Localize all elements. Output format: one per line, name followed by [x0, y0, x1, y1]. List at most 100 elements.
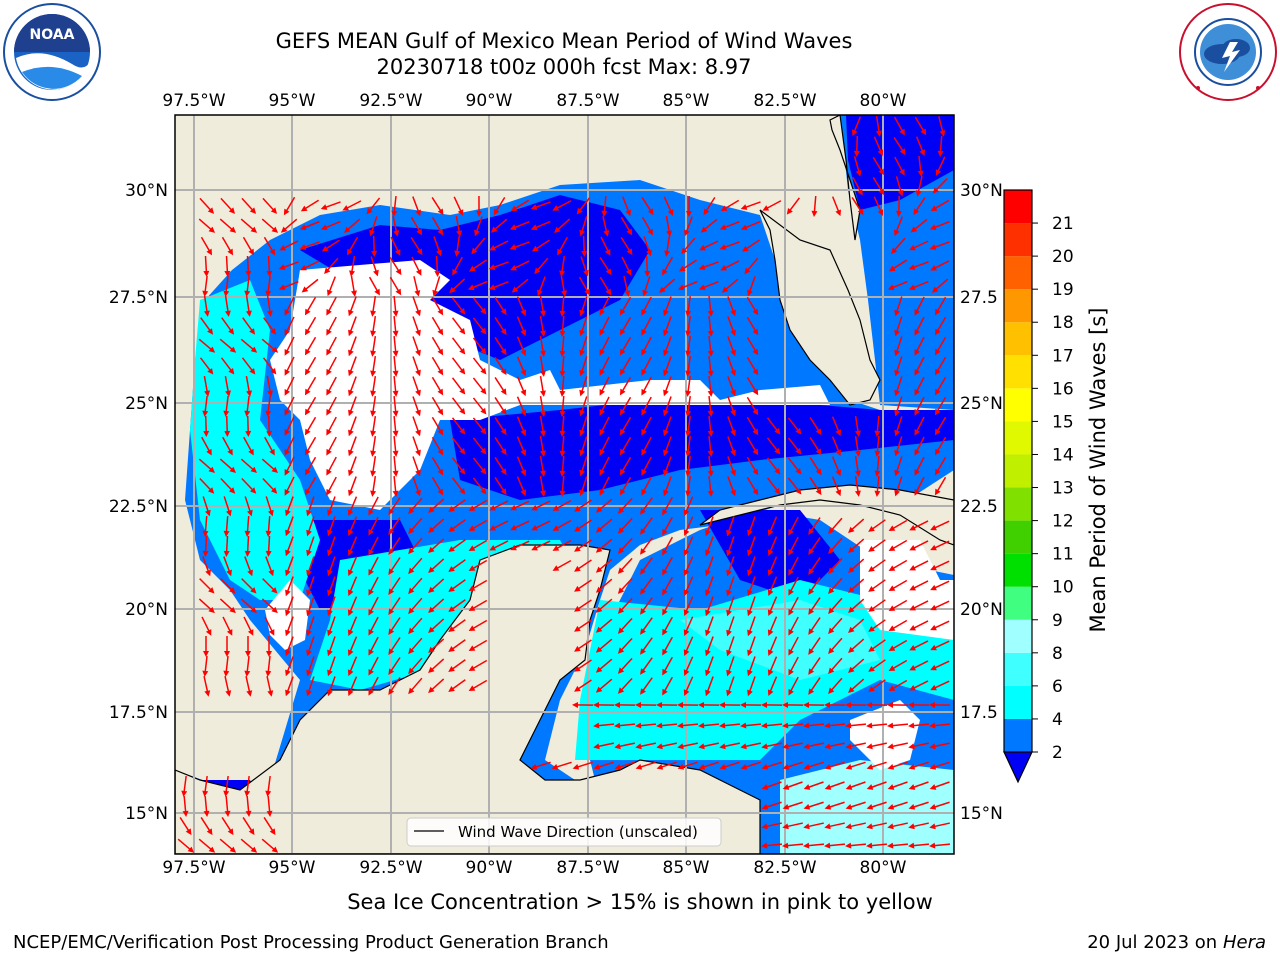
- wave-direction-arrowhead: [306, 589, 312, 597]
- wave-direction-arrowhead: [370, 310, 377, 317]
- wave-direction-arrowhead: [415, 449, 421, 457]
- wave-direction-arrowhead: [576, 207, 583, 215]
- wave-direction-arrow: [516, 396, 526, 414]
- wave-direction-arrowhead: [428, 526, 435, 534]
- wave-direction-arrowhead: [324, 267, 331, 275]
- wave-direction-arrowhead: [595, 646, 603, 653]
- wave-direction-arrowhead: [206, 828, 213, 836]
- wave-direction-arrow: [706, 656, 714, 674]
- wave-direction-arrow: [371, 435, 377, 455]
- wave-direction-arrow: [198, 838, 214, 852]
- wave-direction-arrow: [557, 236, 569, 254]
- wave-direction-arrowhead: [828, 627, 835, 635]
- wave-direction-arrowhead: [448, 566, 455, 572]
- wave-direction-arrowhead: [730, 349, 736, 357]
- wave-direction-arrow: [620, 216, 632, 234]
- wave-direction-arrowhead: [894, 329, 900, 337]
- colorbar-tick-label: 15: [1052, 412, 1074, 432]
- wave-direction-arrow: [764, 801, 782, 809]
- wave-direction-arrow: [868, 723, 888, 727]
- wave-direction-arrow: [915, 136, 925, 154]
- wave-direction-arrowhead: [347, 589, 354, 597]
- wave-direction-arrowhead: [662, 608, 668, 616]
- wave-direction-arrowhead: [223, 670, 230, 677]
- wave-direction-arrowhead: [347, 689, 354, 697]
- wave-direction-arrowhead: [530, 763, 538, 770]
- wave-direction-arrowhead: [428, 566, 435, 574]
- wave-direction-arrowhead: [459, 447, 466, 455]
- wave-direction-arrowhead: [752, 428, 759, 436]
- wave-direction-arrowhead: [730, 429, 736, 437]
- wave-direction-arrowhead: [510, 524, 517, 531]
- wave-direction-arrowhead: [320, 224, 328, 231]
- wave-direction-arrowhead: [845, 763, 853, 770]
- wave-direction-arrowhead: [662, 668, 668, 676]
- wave-direction-arrowhead: [647, 208, 654, 216]
- wave-direction-arrow: [539, 315, 545, 335]
- wave-direction-arrowhead: [848, 606, 855, 613]
- wave-direction-arrowhead: [874, 430, 881, 437]
- wave-direction-arrowhead: [599, 369, 605, 376]
- wave-direction-arrowhead: [595, 546, 603, 553]
- wave-direction-arrowhead: [929, 244, 937, 250]
- nws-logo: [1179, 3, 1277, 101]
- wave-direction-arrow: [890, 519, 908, 531]
- wave-direction-arrowhead: [795, 447, 802, 455]
- wave-direction-arrow: [723, 278, 739, 292]
- wave-direction-arrow: [789, 536, 799, 554]
- wave-direction-arrowhead: [493, 208, 500, 216]
- wave-direction-arrowhead: [342, 205, 350, 211]
- wave-direction-arrowhead: [667, 209, 674, 216]
- wave-direction-arrowhead: [774, 427, 781, 435]
- wave-direction-arrowhead: [929, 224, 937, 230]
- wave-direction-arrow: [561, 395, 565, 415]
- wave-direction-arrowhead: [788, 648, 794, 656]
- wave-direction-arrowhead: [448, 546, 455, 552]
- wave-direction-arrowhead: [369, 229, 375, 237]
- wave-direction-arrowhead: [300, 205, 308, 212]
- wave-direction-arrowhead: [247, 569, 253, 577]
- wave-direction-arrowhead: [306, 549, 312, 557]
- wave-direction-arrow: [410, 216, 422, 234]
- wave-direction-arrowhead: [284, 309, 291, 316]
- wave-direction-arrow: [869, 801, 887, 809]
- wave-direction-arrowhead: [574, 585, 581, 592]
- wave-direction-arrowhead: [824, 701, 831, 708]
- wave-direction-arrow: [789, 576, 799, 594]
- wave-direction-arrowhead: [740, 701, 747, 708]
- wave-direction-arrowhead: [782, 784, 790, 790]
- wave-direction-arrow: [516, 436, 526, 454]
- wave-direction-arrowhead: [207, 487, 215, 494]
- colorbar-segment: [1004, 586, 1032, 620]
- wave-direction-arrow: [890, 679, 908, 691]
- wave-direction-arrow: [345, 218, 361, 232]
- wave-direction-arrowhead: [685, 390, 692, 397]
- wave-direction-arrowhead: [271, 606, 278, 614]
- lat-label-right: 17.5: [960, 703, 998, 723]
- wave-direction-arrowhead: [662, 508, 668, 516]
- wave-direction-arrowhead: [740, 743, 747, 750]
- wave-direction-arrowhead: [761, 743, 768, 750]
- wave-direction-arrowhead: [595, 526, 603, 533]
- lat-label-left: 30°N: [125, 181, 168, 201]
- wave-direction-arrowhead: [747, 669, 753, 677]
- wave-direction-arrowhead: [448, 506, 455, 512]
- wave-direction-arrow: [267, 415, 271, 435]
- wave-direction-arrowhead: [574, 645, 581, 652]
- wave-direction-arrowhead: [579, 389, 586, 397]
- wave-direction-arrowhead: [474, 229, 480, 237]
- wave-direction-arrowhead: [887, 284, 895, 291]
- wave-direction-arrow: [706, 576, 714, 594]
- wave-direction-arrowhead: [698, 284, 706, 291]
- wave-direction-arrowhead: [468, 645, 476, 652]
- wave-direction-arrow: [784, 723, 804, 727]
- wave-direction-arrowhead: [605, 288, 612, 296]
- wave-direction-arrowhead: [662, 688, 668, 696]
- wave-direction-arrowhead: [468, 605, 476, 612]
- wave-direction-arrowhead: [370, 430, 377, 437]
- wave-direction-arrow: [576, 619, 592, 631]
- wave-direction-arrowhead: [437, 488, 444, 496]
- wave-direction-arrowhead: [656, 701, 663, 708]
- wave-direction-arrowhead: [803, 701, 810, 708]
- wave-direction-arrowhead: [835, 449, 842, 457]
